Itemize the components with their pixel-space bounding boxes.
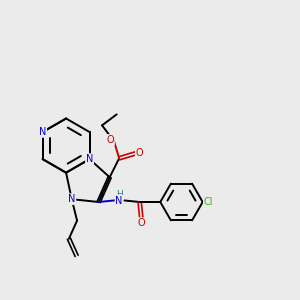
Text: N: N [68, 194, 75, 204]
Text: O: O [106, 135, 114, 145]
Text: H: H [116, 190, 123, 200]
Text: N: N [116, 196, 123, 206]
Text: N: N [39, 127, 46, 137]
Text: N: N [86, 154, 93, 164]
Text: O: O [136, 148, 143, 158]
Text: Cl: Cl [204, 197, 213, 207]
Text: O: O [138, 218, 145, 228]
